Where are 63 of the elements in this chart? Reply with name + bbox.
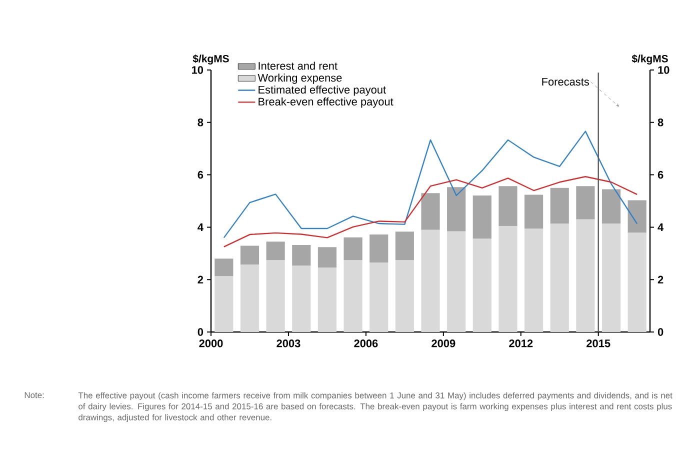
bar <box>266 242 285 260</box>
bar <box>318 268 337 332</box>
bar <box>421 193 440 230</box>
x-tick-label: 2006 <box>354 340 378 348</box>
y2-tick-label: 10 <box>658 66 670 74</box>
bar <box>395 260 414 332</box>
bar <box>602 224 621 332</box>
bar <box>550 224 569 332</box>
y2-tick-label: 2 <box>658 276 664 284</box>
x-tick-label: 2009 <box>432 340 456 348</box>
bar <box>214 258 234 276</box>
bar <box>472 238 492 332</box>
bar <box>292 266 311 332</box>
bar <box>214 276 234 332</box>
bar <box>292 245 311 266</box>
bar <box>498 226 518 332</box>
legend-label: Estimated effective payout <box>258 86 386 96</box>
y-tick-label: 6 <box>198 170 204 179</box>
y2-tick-label: 0 <box>658 328 664 336</box>
y2-tick-label: 8 <box>658 118 664 126</box>
bar <box>370 234 388 263</box>
x-tick-label: 2000 <box>199 340 223 348</box>
bar <box>472 195 492 239</box>
bar <box>576 186 595 220</box>
bar <box>447 231 466 332</box>
bar <box>344 237 362 260</box>
bar <box>421 230 440 332</box>
bar <box>266 260 285 332</box>
bar <box>370 262 388 332</box>
y2-axis-title: $/kgMS <box>632 54 668 64</box>
y-tick-label: 4 <box>198 223 204 231</box>
line-series <box>223 176 638 248</box>
legend-label: Interest and rent <box>258 62 338 70</box>
legend-label: Working expense <box>258 74 342 84</box>
bar <box>550 188 569 224</box>
bar <box>602 189 621 224</box>
y-axis-title: $/kgMS <box>192 54 229 64</box>
bar <box>524 228 544 332</box>
bar <box>395 232 414 260</box>
y-tick-label: 0 <box>198 328 204 336</box>
x-tick-label: 2003 <box>276 340 300 348</box>
bar <box>498 186 518 226</box>
line-series <box>223 130 638 238</box>
x-tick-label: 2015 <box>586 340 610 348</box>
legend-label: Break-even effective payout <box>258 97 394 108</box>
bar <box>628 200 646 233</box>
bar <box>628 232 646 332</box>
y-tick-label: 10 <box>192 66 204 74</box>
y2-tick-label: 6 <box>658 170 664 179</box>
text: Note: <box>24 392 44 398</box>
bar <box>524 194 544 229</box>
bar <box>447 187 466 232</box>
bar <box>344 260 362 332</box>
text: The effective payout (cash income farmers receive from milk companies between 1 June and 31 May) includes deferred payments and dividends, and is net of dairy levies. Figures for 2014-15 and 2015-16 are based on forecasts. The break-even payout is farm working expenses plus interest and rent costs plus drawings, adjusted for livestock and other revenue. <box>78 392 672 422</box>
bar <box>318 247 337 268</box>
y2-tick-label: 4 <box>658 223 664 231</box>
bar <box>240 246 260 265</box>
ref-line-label: Forecasts <box>542 78 590 86</box>
x-tick-label: 2012 <box>509 340 533 348</box>
bar <box>240 264 260 332</box>
y-tick-label: 8 <box>198 118 204 126</box>
bar <box>576 219 595 332</box>
y-tick-label: 2 <box>198 276 204 284</box>
